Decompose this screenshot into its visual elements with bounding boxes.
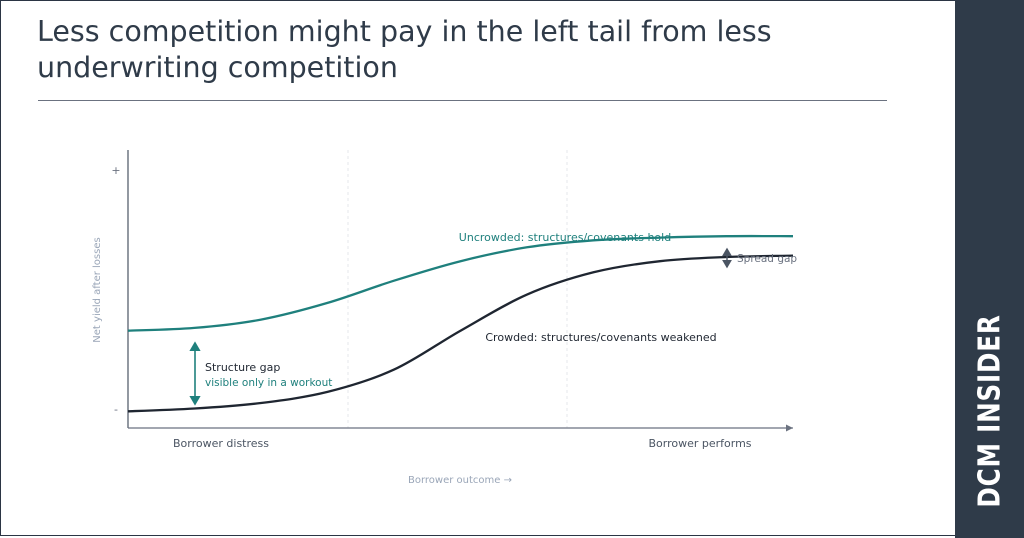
chart: + - Net yield after losses Borrower dist…	[92, 150, 797, 486]
y-tick-plus: +	[111, 164, 120, 177]
series-line-crowded	[127, 254, 794, 413]
series-label-uncrowded: Uncrowded: structures/covenants hold	[459, 231, 671, 244]
brand-logo-text: DCM INSIDER	[972, 314, 1007, 508]
spread-gap-label: Spread gap	[737, 253, 797, 265]
structure-gap-sublabel: visible only in a workout	[205, 377, 332, 389]
y-tick-minus: -	[114, 403, 118, 416]
title-divider	[38, 100, 887, 101]
x-axis-label: Borrower outcome →	[408, 475, 512, 486]
y-axis-label: Net yield after losses	[92, 237, 103, 342]
x-category-performs: Borrower performs	[648, 437, 751, 450]
series-label-crowded: Crowded: structures/covenants weakened	[485, 331, 716, 344]
series-line-uncrowded	[127, 234, 794, 332]
brand-sidebar: DCM INSIDER	[955, 0, 1024, 538]
slide-title: Less competition might pay in the left t…	[37, 15, 772, 84]
structure-gap-label: Structure gap	[205, 361, 280, 374]
x-category-distress: Borrower distress	[173, 437, 269, 450]
